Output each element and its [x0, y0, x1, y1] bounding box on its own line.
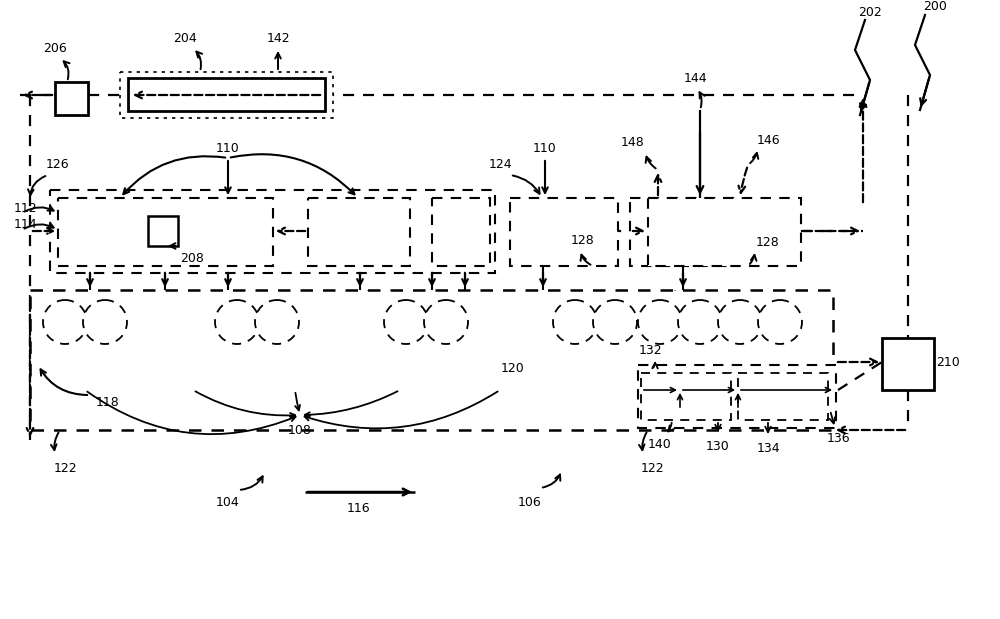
Bar	[638, 365, 836, 428]
Bar	[510, 198, 618, 266]
Bar	[58, 198, 273, 266]
Text: 210: 210	[936, 355, 960, 368]
Circle shape	[215, 300, 259, 344]
Text: 110: 110	[533, 142, 557, 155]
Bar	[148, 216, 178, 246]
Text: 136: 136	[826, 431, 850, 444]
Text: 134: 134	[756, 443, 780, 456]
Text: 114: 114	[14, 219, 38, 232]
Text: 122: 122	[53, 462, 77, 475]
Circle shape	[553, 300, 597, 344]
Bar	[120, 72, 333, 118]
Text: 128: 128	[571, 233, 595, 246]
Text: 128: 128	[756, 235, 780, 248]
Circle shape	[83, 300, 127, 344]
Bar	[738, 373, 828, 420]
Circle shape	[255, 300, 299, 344]
Text: 144: 144	[683, 72, 707, 85]
Text: 116: 116	[346, 501, 370, 514]
Circle shape	[638, 300, 682, 344]
Text: 204: 204	[173, 32, 197, 45]
Bar	[882, 338, 934, 390]
Bar	[308, 198, 410, 266]
Bar	[50, 190, 495, 273]
Text: 140: 140	[648, 438, 672, 451]
Text: 112: 112	[14, 202, 38, 215]
Text: 148: 148	[621, 137, 645, 150]
Text: 146: 146	[756, 134, 780, 147]
Bar	[432, 198, 490, 266]
Text: 132: 132	[638, 344, 662, 357]
Text: 106: 106	[518, 495, 542, 508]
Text: 110: 110	[216, 142, 240, 155]
Bar	[648, 198, 801, 266]
Circle shape	[718, 300, 762, 344]
Bar	[630, 198, 738, 266]
Circle shape	[758, 300, 802, 344]
Text: 142: 142	[266, 32, 290, 45]
Bar	[128, 78, 325, 111]
Text: 202: 202	[858, 6, 882, 19]
Text: 108: 108	[288, 423, 312, 436]
Circle shape	[384, 300, 428, 344]
Text: 120: 120	[501, 361, 525, 374]
Circle shape	[424, 300, 468, 344]
Text: 124: 124	[488, 158, 512, 171]
Text: 126: 126	[45, 158, 69, 171]
Text: 122: 122	[640, 462, 664, 475]
Bar	[641, 373, 731, 420]
Text: 118: 118	[96, 396, 120, 409]
Text: 208: 208	[180, 251, 204, 264]
Circle shape	[43, 300, 87, 344]
Text: 104: 104	[216, 496, 240, 509]
Text: 206: 206	[43, 41, 67, 54]
Circle shape	[593, 300, 637, 344]
Bar	[30, 290, 833, 430]
Circle shape	[678, 300, 722, 344]
Bar	[55, 82, 88, 115]
Text: 130: 130	[706, 441, 730, 454]
Text: 200: 200	[923, 1, 947, 14]
